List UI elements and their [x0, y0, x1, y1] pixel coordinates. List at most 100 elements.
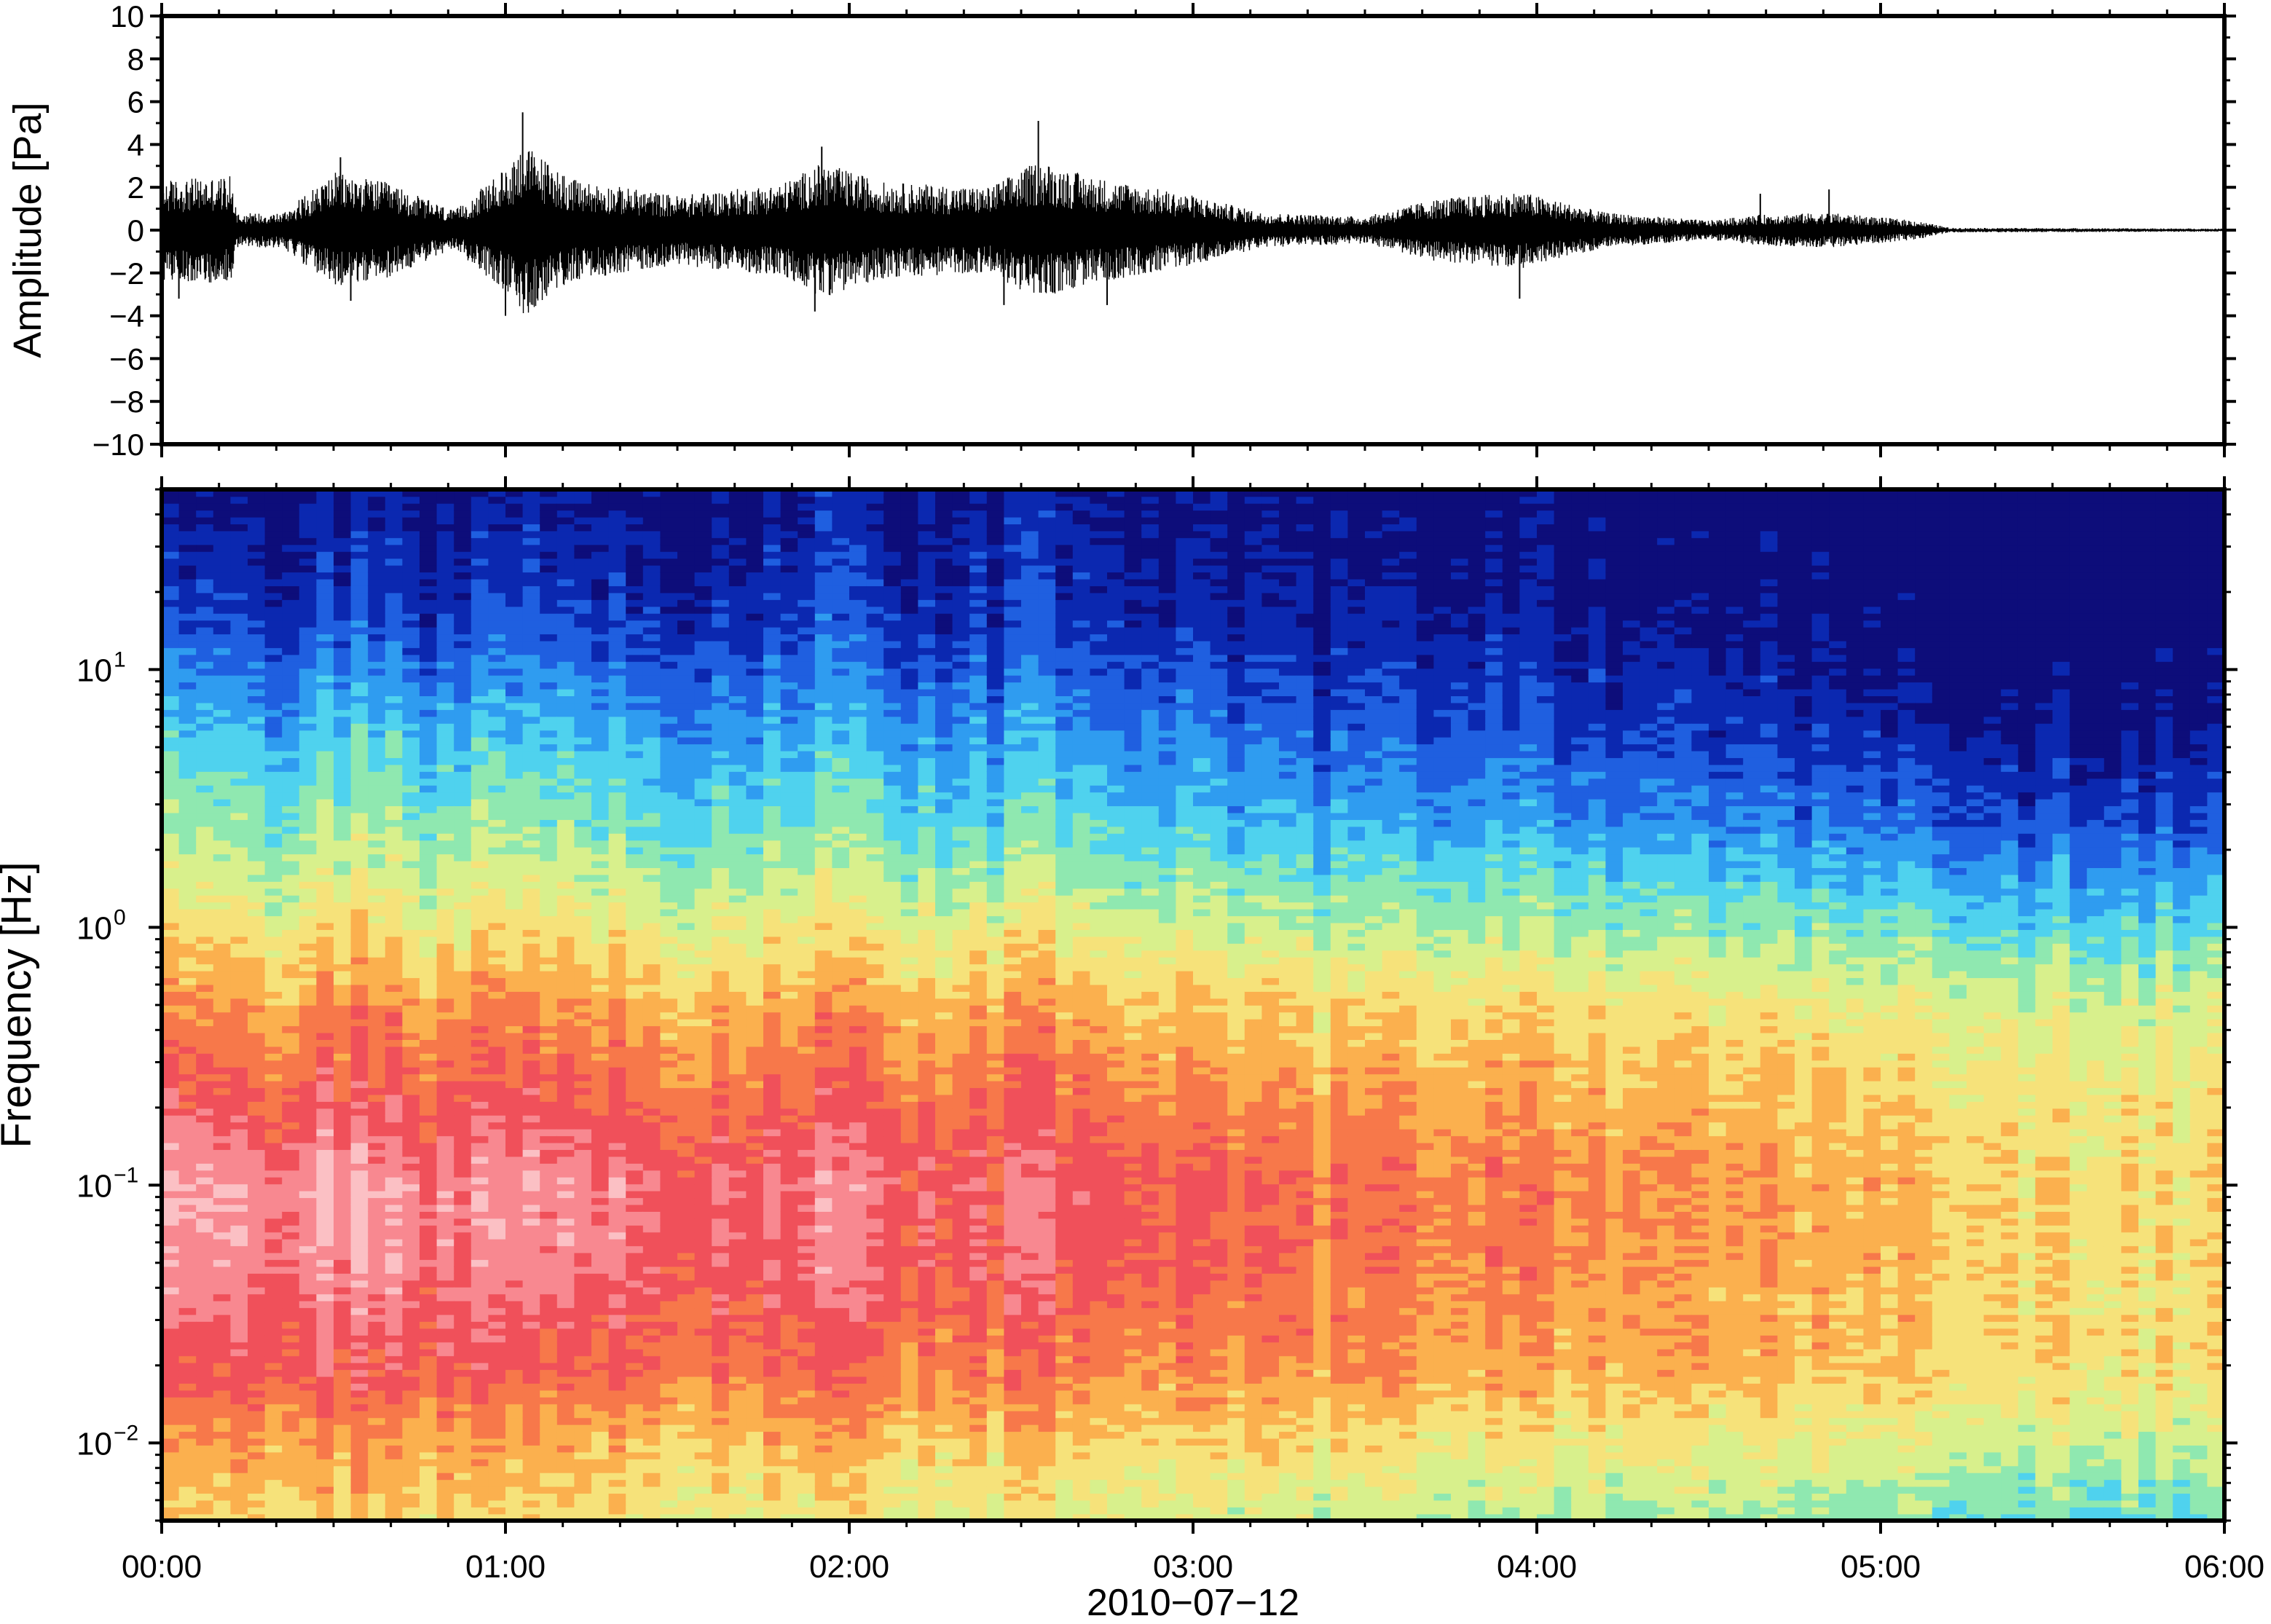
spectrogram-cell: [316, 1231, 334, 1239]
spectrogram-cell: [282, 722, 300, 731]
spectrogram-cell: [402, 578, 420, 586]
spectrogram-cell: [385, 984, 404, 992]
spectrogram-cell: [248, 792, 266, 800]
spectrogram-cell: [556, 1438, 575, 1446]
spectrogram-cell: [162, 881, 180, 889]
spectrogram-cell: [454, 771, 472, 779]
spectrogram-cell: [213, 757, 232, 765]
spectrogram-cell: [350, 502, 369, 511]
spectrogram-cell: [505, 1273, 524, 1281]
spectrogram-cell: [454, 792, 472, 800]
spectrogram-cell: [420, 502, 438, 511]
spectrogram-cell: [299, 963, 318, 971]
spectrogram-cell: [591, 1293, 610, 1301]
spectrogram-cell: [471, 1479, 489, 1487]
spectrogram-cell: [712, 1424, 730, 1432]
spectrogram-cell: [402, 902, 420, 910]
spectrogram-cell: [660, 1376, 678, 1384]
spectrogram-cell: [556, 1231, 575, 1239]
spectrogram-cell: [196, 1252, 214, 1261]
spectrogram-cell: [248, 524, 266, 532]
spectrogram-cell: [712, 1300, 730, 1309]
spectrogram-cell: [368, 1321, 386, 1329]
spectrogram-cell: [694, 936, 712, 944]
spectrogram-cell: [402, 654, 420, 662]
spectrogram-cell: [660, 1238, 678, 1247]
spectrogram-cell: [299, 524, 318, 532]
spectrogram-cell: [626, 599, 644, 607]
spectrogram-cell: [350, 537, 369, 545]
spectrogram-cell: [420, 674, 438, 683]
spectrogram-cell: [540, 544, 558, 552]
spectrogram-cell: [402, 1362, 420, 1371]
spectrogram-cell: [505, 1403, 524, 1411]
spectrogram-cell: [264, 1101, 283, 1109]
spectrogram-cell: [660, 709, 678, 717]
spectrogram-cell: [299, 1293, 318, 1301]
spectrogram-cell: [642, 599, 661, 607]
waveform-y-tick-label: −4: [109, 299, 144, 334]
spectrogram-cell: [488, 1032, 506, 1040]
spectrogram-cell: [591, 688, 610, 696]
spectrogram-cell: [436, 537, 454, 545]
spectrogram-cell: [334, 1335, 352, 1343]
spectrogram-cell: [264, 1039, 283, 1047]
spectrogram-cell: [626, 881, 644, 889]
spectrogram-cell: [282, 1376, 300, 1384]
spectrogram-cell: [488, 1280, 506, 1288]
spectrogram-cell: [488, 524, 506, 532]
spectrogram-cell: [694, 1128, 712, 1137]
spectrogram-cell: [264, 1128, 283, 1137]
spectrogram-cell: [213, 963, 232, 971]
spectrogram-cell: [574, 564, 592, 573]
spectrogram-cell: [642, 812, 661, 820]
spectrogram-cell: [677, 654, 696, 662]
spectrogram-cell: [471, 606, 489, 614]
spectrogram-cell: [385, 1438, 404, 1446]
spectrogram-cell: [162, 943, 180, 951]
spectrogram-cell: [316, 1170, 334, 1178]
spectrogram-cell: [642, 1005, 661, 1013]
spectrogram-cell: [471, 1383, 489, 1391]
spectrogram-cell: [591, 502, 610, 511]
spectrogram-cell: [522, 1005, 540, 1013]
spectrogram-cell: [334, 647, 352, 655]
spectrogram-cell: [488, 626, 506, 635]
spectrogram-cell: [350, 1438, 369, 1446]
spectrogram-cell: [677, 1177, 696, 1185]
spectrogram-cell: [350, 1307, 369, 1315]
spectrogram-cell: [454, 1273, 472, 1281]
spectrogram-cell: [591, 963, 610, 971]
spectrogram-cell: [540, 1115, 558, 1123]
spectrogram-cell: [454, 1211, 472, 1219]
spectrogram-cell: [213, 640, 232, 648]
spectrogram-cell: [574, 1163, 592, 1171]
spectrogram-cell: [196, 1287, 214, 1295]
spectrogram-cell: [162, 1259, 180, 1267]
spectrogram-cell: [420, 1066, 438, 1075]
spectrogram-cell: [660, 1032, 678, 1040]
spectrogram-cell: [677, 1245, 696, 1253]
spectrogram-cell: [230, 1225, 248, 1233]
spectrogram-cell: [660, 819, 678, 827]
spectrogram-cell: [626, 1142, 644, 1151]
spectrogram-cell: [556, 551, 575, 559]
spectrogram-cell: [385, 1115, 404, 1123]
spectrogram-cell: [712, 1341, 730, 1349]
spectrogram-cell: [402, 764, 420, 772]
spectrogram-cell: [608, 881, 626, 889]
spectrogram-cell: [162, 1238, 180, 1247]
spectrogram-cell: [213, 908, 232, 917]
spectrogram-cell: [402, 812, 420, 820]
spectrogram-cell: [522, 722, 540, 731]
spectrogram-cell: [505, 1128, 524, 1137]
spectrogram-cell: [642, 551, 661, 559]
spectrogram-cell: [471, 599, 489, 607]
spectrogram-cell: [420, 1060, 438, 1068]
spectrogram-cell: [505, 744, 524, 752]
spectrogram-cell: [420, 1376, 438, 1384]
spectrogram-cell: [350, 586, 369, 594]
spectrogram-cell: [178, 1355, 197, 1363]
spectrogram-cell: [350, 744, 369, 752]
